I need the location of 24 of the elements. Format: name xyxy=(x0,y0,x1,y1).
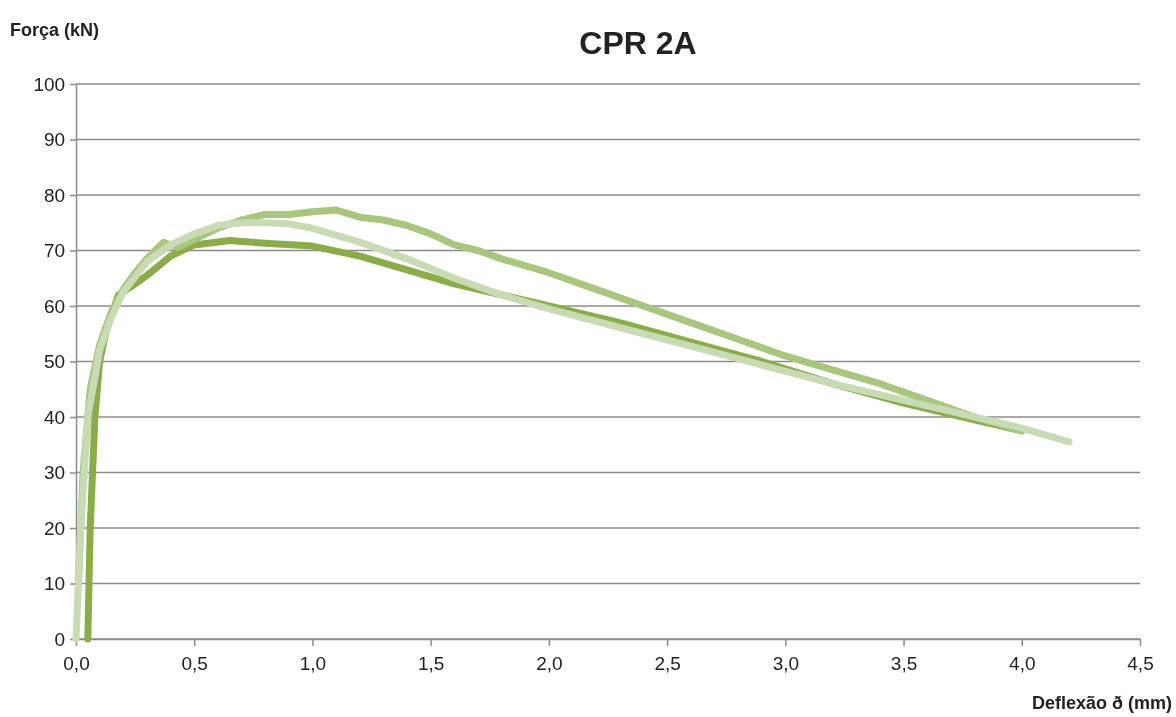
x-tick-label: 4,5 xyxy=(1127,652,1154,674)
x-tick-label: 0,0 xyxy=(63,652,90,674)
x-tick-label: 1,0 xyxy=(299,652,327,674)
x-tick-label: 0,5 xyxy=(181,652,208,674)
y-axis-title: Força (kN) xyxy=(10,20,100,40)
x-tick-label: 1,5 xyxy=(417,652,445,674)
y-tick-label: 70 xyxy=(43,240,66,262)
x-tick-label: 2,0 xyxy=(536,652,563,674)
y-tick-label: 60 xyxy=(43,295,66,317)
y-tick-label: 50 xyxy=(43,351,66,373)
y-tick-label: 10 xyxy=(43,573,66,595)
y-tick-label: 40 xyxy=(43,406,66,428)
x-tick-label: 2,5 xyxy=(654,652,681,674)
x-tick-label: 3,0 xyxy=(772,652,800,674)
x-tick-label: 4,0 xyxy=(1009,652,1036,674)
y-tick-label: 90 xyxy=(43,129,66,151)
y-tick-label: 20 xyxy=(43,517,66,539)
y-tick-label: 0 xyxy=(54,628,66,650)
y-tick-label: 80 xyxy=(43,184,66,206)
x-axis-title: Deflexão ð (mm) xyxy=(1031,693,1172,713)
x-tick-label: 3,5 xyxy=(890,652,918,674)
y-tick-label: 100 xyxy=(33,73,66,95)
chart-title: CPR 2A xyxy=(579,25,697,61)
y-tick-label: 30 xyxy=(43,462,66,484)
